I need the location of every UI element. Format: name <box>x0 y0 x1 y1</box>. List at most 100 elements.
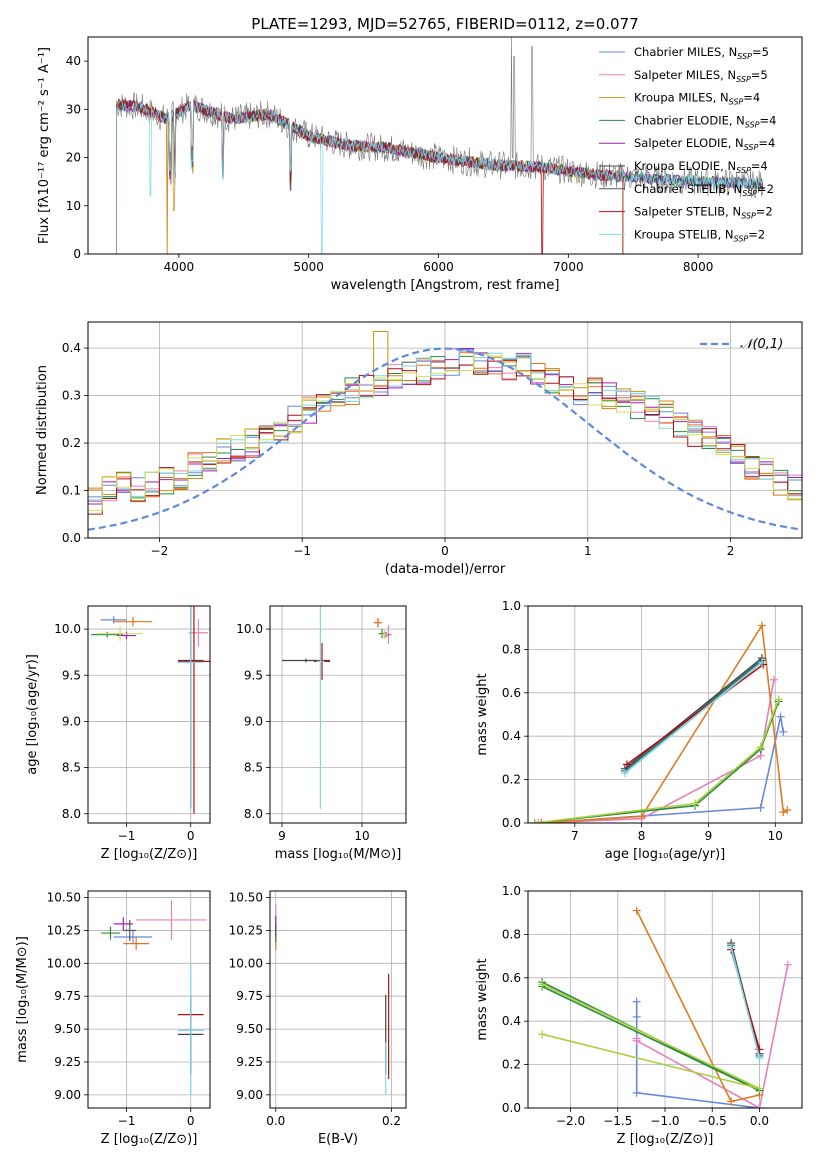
axes-frame <box>87 605 211 824</box>
gaussian-curve <box>88 347 802 531</box>
y-tick-label: 9.75 <box>54 989 81 1003</box>
y-axis-label: mass weight <box>475 673 490 755</box>
y-tick-label: 10.50 <box>47 891 81 905</box>
y-axis-label: mass [log₁₀(M/M⊙)] <box>15 936 30 1063</box>
y-tick-label: 10 <box>66 199 81 213</box>
legend-entry: Kroupa ELODIE, NSSP=4 <box>634 159 768 175</box>
x-tick-label: −2 <box>151 544 169 558</box>
age_vs_mass-plot <box>282 606 392 810</box>
legend-entry: Salpeter MILES, NSSP=5 <box>634 68 768 84</box>
x-tick-label: −1 <box>118 829 136 843</box>
x-tick-label: 1 <box>584 544 592 558</box>
legend-model-name: Salpeter ELODIE, N <box>634 136 744 150</box>
spectrum-line <box>116 99 624 254</box>
spectrum-line <box>116 99 624 254</box>
x-tick-label: 0 <box>441 544 449 558</box>
y-tick-label: 10.25 <box>229 923 263 937</box>
y-axis-label: mass weight <box>475 958 490 1040</box>
y-tick-label: 0.8 <box>502 927 521 941</box>
mw_vs_Z-plot <box>538 906 792 1108</box>
legend-sub: SSP <box>729 98 744 107</box>
y-tick-label: 0.2 <box>502 1058 521 1072</box>
legend-entry: Chabrier ELODIE, NSSP=4 <box>634 113 776 129</box>
x-axis-label: Z [log₁₀(Z/Z⊙)] <box>617 1132 714 1147</box>
x-tick-label: −1.0 <box>650 1114 679 1128</box>
y-tick-label: 9.0 <box>62 714 81 728</box>
legend-sub: SSP <box>737 52 752 61</box>
y-tick-label: 0.4 <box>62 341 81 355</box>
y-tick-label: 0.2 <box>502 773 521 787</box>
y-tick-label: 8.0 <box>244 807 263 821</box>
legend-entry: Salpeter STELIB, NSSP=2 <box>634 205 773 221</box>
legend-nssp: =4 <box>760 113 777 127</box>
mw_vs_Z-axes: −2.0 −1.5 −1.0 −0.5 0.0 0.0 0.2 0.4 0.6 0.8 1.0 Z [… <box>475 884 803 1147</box>
legend-entry: Salpeter ELODIE, NSSP=4 <box>634 136 775 152</box>
legend-nssp: =5 <box>751 68 768 82</box>
legend-model-name: Kroupa STELIB, N <box>634 227 734 241</box>
legend-sub: SSP <box>736 166 751 175</box>
y-tick-label: 30 <box>66 102 81 116</box>
y-tick-label: 0.0 <box>502 1101 521 1115</box>
legend-sub: SSP <box>744 143 759 152</box>
y-tick-label: 0.0 <box>502 816 521 830</box>
y-tick-label: 9.50 <box>236 1022 263 1036</box>
y-tick-label: 0.6 <box>502 686 521 700</box>
mass-weight-series <box>541 716 785 823</box>
x-tick-label: −1 <box>293 544 311 558</box>
mw_vs_age-axes: 7 8 9 10 0.0 0.2 0.4 0.6 0.8 1.0 age [log₁₀(age/yr… <box>475 599 803 862</box>
x-tick-label: 10 <box>768 829 783 843</box>
residual_hist-plot <box>88 330 802 531</box>
y-tick-label: 0.3 <box>62 389 81 403</box>
spectrum-legend: Chabrier MILES, NSSP=5 Salpeter MILES, NS… <box>599 45 776 243</box>
y-tick-label: 9.5 <box>244 668 263 682</box>
y-tick-label: 9.5 <box>62 668 81 682</box>
mw_vs_age-plot <box>530 621 792 823</box>
legend-entry: Chabrier MILES, NSSP=5 <box>634 45 769 61</box>
legend-nssp: =2 <box>756 205 773 219</box>
mass-weight-series <box>624 661 763 774</box>
x-axis-label: (data-model)/error <box>385 562 506 577</box>
axes-frame <box>269 605 407 824</box>
y-tick-label: 1.0 <box>502 884 521 898</box>
y-tick-label: 9.00 <box>236 1088 263 1102</box>
legend-sub: SSP <box>742 189 757 198</box>
spectrum-axes: 4000 5000 6000 7000 8000 0 10 20 30 40 wavelength … <box>37 36 803 293</box>
y-tick-label: 8.5 <box>244 761 263 775</box>
mass-weight-series <box>626 663 764 766</box>
y-tick-label: 9.50 <box>54 1022 81 1036</box>
legend-nssp: =5 <box>752 45 769 59</box>
mass-weight-series <box>730 947 761 1059</box>
age_vs_Z-axes: −1 0 8.0 8.5 9.0 9.5 10.0 Z [log₁₀(Z/Z⊙)] age [l… <box>25 605 211 862</box>
y-tick-label: 40 <box>66 54 81 68</box>
x-axis-label: Z [log₁₀(Z/Z⊙)] <box>101 1132 198 1147</box>
x-tick-label: 8000 <box>683 260 714 274</box>
axes-frame <box>87 890 211 1109</box>
spectrum-line <box>116 99 624 254</box>
x-tick-label: 7 <box>571 829 579 843</box>
age_vs_Z-plot <box>91 606 210 814</box>
x-tick-label: 0 <box>187 1114 195 1128</box>
x-tick-label: 9 <box>705 829 713 843</box>
y-tick-label: 0.6 <box>502 971 521 985</box>
x-tick-label: 0.0 <box>266 1114 285 1128</box>
legend-nssp: =4 <box>758 136 775 150</box>
y-tick-label: 10.25 <box>47 923 81 937</box>
axes-frame <box>269 890 407 1109</box>
x-tick-label: 5000 <box>293 260 324 274</box>
mass_vs_ebv-axes: 0.0 0.2 9.00 9.25 9.50 9.75 10.00 10.25 10.50 E(B… <box>229 890 407 1147</box>
y-tick-label: 0.4 <box>502 1014 521 1028</box>
y-tick-label: 10.0 <box>236 622 263 636</box>
x-tick-label: 0.0 <box>750 1114 769 1128</box>
x-tick-label: −1 <box>118 1114 136 1128</box>
axes-frame <box>87 36 803 255</box>
legend-nssp: =2 <box>748 227 765 241</box>
y-tick-label: 10.00 <box>229 956 263 970</box>
axes-frame <box>527 605 803 824</box>
x-tick-label: −0.5 <box>698 1114 727 1128</box>
x-tick-label: 8 <box>638 829 646 843</box>
x-tick-label: 6000 <box>423 260 454 274</box>
y-tick-label: 10.50 <box>229 891 263 905</box>
residual_hist-axes: −2 −1 0 1 2 0.0 0.1 0.2 0.3 0.4 (data-model)/error… <box>35 321 803 577</box>
legend-model-name: Kroupa MILES, N <box>634 91 729 105</box>
